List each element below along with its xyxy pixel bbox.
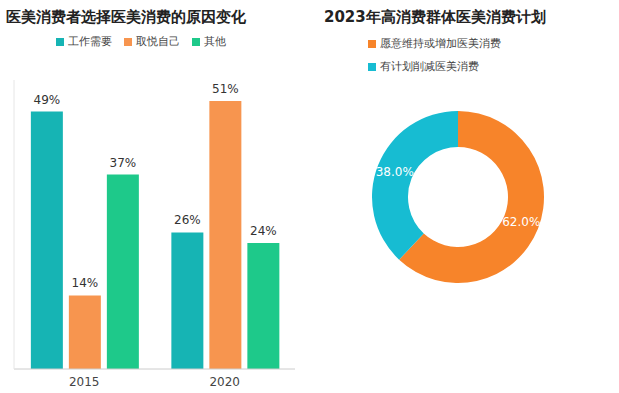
svg-text:14%: 14% — [72, 276, 99, 290]
html-text:愿意维持或增加医美消费: 愿意维持或增加医美消费 — [380, 37, 501, 50]
svg-text:37%: 37% — [110, 156, 137, 170]
svg-text:38.0%: 38.0% — [376, 165, 414, 179]
svg-text:49%: 49% — [34, 93, 61, 107]
html-text:其他: 其他 — [204, 35, 226, 48]
html-text:工作需要: 工作需要 — [68, 35, 112, 48]
svg-text:51%: 51% — [212, 82, 239, 96]
svg-text:2020: 2020 — [209, 375, 240, 389]
svg-text:2015: 2015 — [69, 375, 100, 389]
svg-text:26%: 26% — [174, 213, 201, 227]
html-text:有计划削减医美消费: 有计划削减医美消费 — [380, 60, 479, 73]
svg-text:62.0%: 62.0% — [502, 215, 540, 229]
svg-text:24%: 24% — [250, 224, 277, 238]
html-text:医美消费者选择医美消费的原因变化: 医美消费者选择医美消费的原因变化 — [6, 8, 246, 26]
html-text:取悦自己: 取悦自己 — [136, 35, 180, 48]
html-text:2023年高消费群体医美消费计划: 2023年高消费群体医美消费计划 — [324, 8, 546, 26]
